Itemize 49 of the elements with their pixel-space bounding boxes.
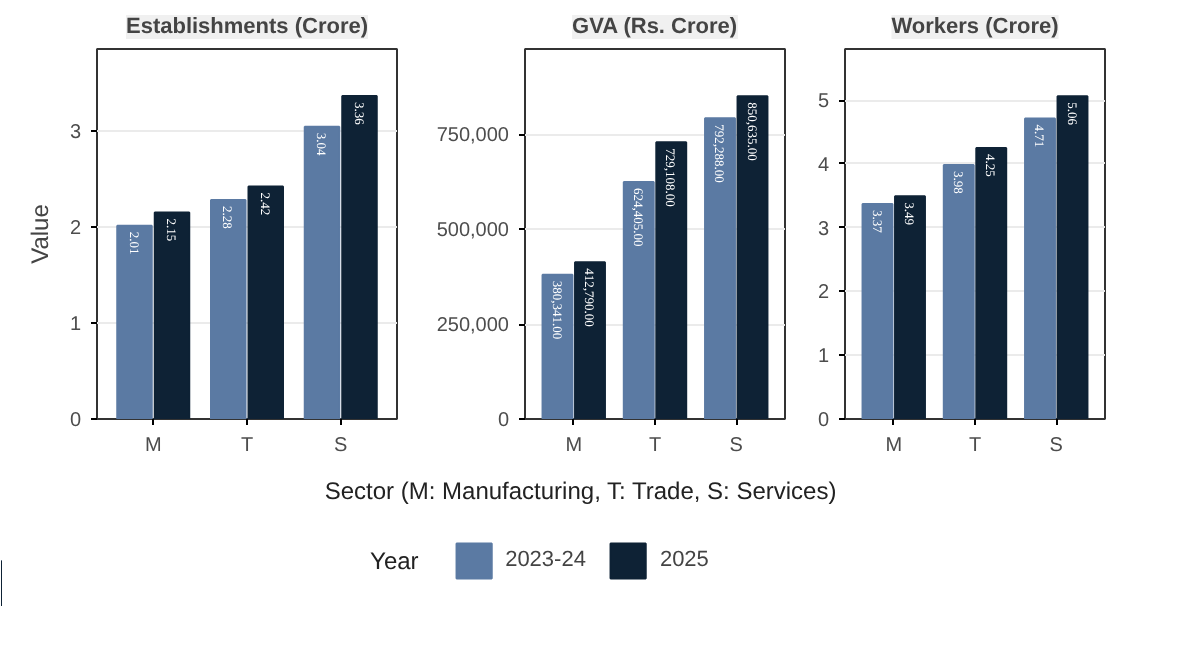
bar bbox=[153, 211, 191, 419]
bar bbox=[541, 273, 574, 419]
x-tick-label: S bbox=[729, 435, 744, 457]
x-tick-label: S bbox=[1049, 435, 1064, 457]
y-tick-label: 4 bbox=[817, 154, 830, 177]
bar bbox=[1024, 117, 1056, 419]
x-tick-label: T bbox=[968, 435, 982, 457]
y-tick-label: 2 bbox=[69, 217, 82, 240]
bar bbox=[210, 198, 247, 419]
y-tick-label: 0 bbox=[817, 410, 830, 432]
bar bbox=[303, 125, 341, 419]
y-tick-label: 1 bbox=[69, 313, 82, 336]
y-tick-label: 250,000 bbox=[436, 315, 510, 338]
legend-label: 2025 bbox=[659, 548, 709, 572]
y-tick-label: 3 bbox=[817, 218, 830, 241]
bar bbox=[247, 185, 284, 419]
x-tick-label: M bbox=[885, 435, 903, 457]
x-tick-label: M bbox=[565, 435, 583, 457]
bar bbox=[975, 146, 1008, 419]
chart-title: Establishments (Crore) bbox=[125, 15, 369, 39]
legend-label: 2023-24 bbox=[505, 548, 586, 572]
bar bbox=[894, 195, 926, 419]
chart-title: GVA (Rs. Crore) bbox=[572, 15, 738, 39]
bar bbox=[942, 164, 975, 419]
x-tick-label: M bbox=[144, 435, 162, 457]
y-tick-label: 1 bbox=[817, 346, 830, 369]
bar bbox=[655, 141, 688, 419]
bar bbox=[736, 95, 769, 419]
y-tick-label: 2 bbox=[817, 282, 830, 305]
bar bbox=[861, 203, 894, 419]
x-tick-label: T bbox=[648, 435, 662, 457]
y-tick-label: 5 bbox=[817, 91, 830, 114]
x-axis-title: Sector (M: Manufacturing, T: Trade, S: Services) bbox=[324, 477, 837, 505]
x-tick-label: S bbox=[334, 435, 349, 457]
bar bbox=[704, 117, 736, 419]
bar bbox=[622, 181, 655, 419]
y-tick-label: 500,000 bbox=[436, 220, 510, 243]
legend-title: Year bbox=[370, 547, 419, 575]
y-tick-label: 3 bbox=[69, 121, 82, 144]
y-tick-label: 750,000 bbox=[436, 125, 510, 148]
y-tick-label: 0 bbox=[69, 410, 82, 432]
y-axis-title: Value bbox=[25, 203, 54, 264]
bar bbox=[116, 224, 153, 419]
bar bbox=[1056, 95, 1089, 419]
bar bbox=[574, 261, 606, 419]
x-tick-label: T bbox=[240, 435, 254, 457]
chart-title: Workers (Crore) bbox=[891, 15, 1060, 39]
bar bbox=[341, 95, 378, 419]
y-tick-label: 0 bbox=[497, 410, 510, 432]
